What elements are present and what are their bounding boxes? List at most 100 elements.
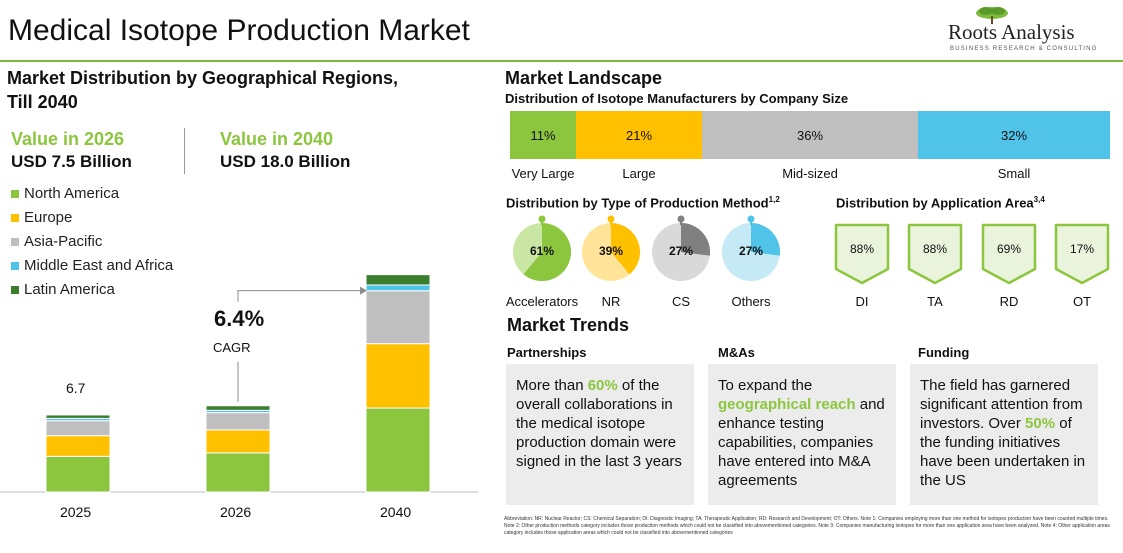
legend-item: Latin America xyxy=(11,281,115,298)
funding-highlight: 50% xyxy=(1025,415,1056,432)
legend-label: Latin America xyxy=(24,281,115,298)
method-pie xyxy=(513,215,571,281)
partnerships-box: More than 60% of the overall collaborati… xyxy=(506,364,694,505)
bar-segment-2025-1 xyxy=(45,435,111,457)
application-pct: 17% xyxy=(1069,242,1095,256)
bar-segment-2040-1 xyxy=(365,343,431,409)
roots-analysis-logo: Roots Analysis BUSINESS RESEARCH & CONSU… xyxy=(944,7,1114,56)
application-badge xyxy=(907,223,963,285)
legend-label: North America xyxy=(24,185,120,202)
method-pie xyxy=(652,215,710,281)
value-divider xyxy=(184,128,185,174)
pie-slice xyxy=(523,223,571,281)
application-pct: 69% xyxy=(996,242,1022,256)
year-label-2026: 2026 xyxy=(220,504,252,520)
company-size-bar: 11% 21% 36% 32% xyxy=(510,111,1110,159)
size-segment: 11% xyxy=(510,111,576,159)
funding-box: The field has garnered significant atten… xyxy=(910,364,1098,505)
size-segment: 32% xyxy=(918,111,1110,159)
value-2040-label: Value in 2040 xyxy=(220,129,334,149)
method-label: Others xyxy=(731,294,771,309)
bar-segment-2040-3 xyxy=(365,284,431,292)
value-2026-amount: USD 7.5 Billion xyxy=(11,152,132,171)
application-pct: 88% xyxy=(922,242,948,256)
cagr-value: 6.4% xyxy=(214,306,265,331)
tree-logo-icon xyxy=(976,7,1008,24)
legend-label: Middle East and Africa xyxy=(24,257,174,274)
bar-segment-2025-0 xyxy=(45,455,111,493)
bar-segment-2040-0 xyxy=(365,407,431,493)
application-label: DI xyxy=(855,294,869,309)
method-pct: 27% xyxy=(669,244,694,258)
funding-text-pre: The field has garnered significant atten… xyxy=(920,377,1083,432)
pie-marker-dot xyxy=(747,215,755,223)
application-title-sup: 3,4 xyxy=(1033,195,1045,204)
pie-marker-dot xyxy=(607,215,615,223)
legend-label: Asia-Pacific xyxy=(24,233,103,250)
legend-swatch xyxy=(11,237,19,246)
method-label: CS xyxy=(671,294,691,309)
bar-segment-2026-2 xyxy=(205,412,271,431)
bar-segment-2026-1 xyxy=(205,429,271,454)
landscape-title: Market Landscape xyxy=(505,68,663,88)
geo-section-title: Market Distribution by Geographical Regi… xyxy=(7,66,398,114)
funding-text-post: of the funding initiatives have been und… xyxy=(920,415,1086,489)
pie-slice xyxy=(751,223,780,256)
ma-highlight: geographical reach xyxy=(718,396,856,413)
pie-marker-dot xyxy=(538,215,546,223)
legend-swatch xyxy=(11,261,19,270)
year-label-2040: 2040 xyxy=(380,504,412,520)
badge-shape xyxy=(981,223,1037,285)
method-pct: 39% xyxy=(599,244,624,258)
pie-slice xyxy=(611,223,640,275)
legend-item: Asia-Pacific xyxy=(11,233,102,250)
method-title-text: Distribution by Type of Production Metho… xyxy=(506,195,769,211)
company-size-title: Distribution of Isotope Manufacturers by… xyxy=(505,91,849,106)
application-pct: 88% xyxy=(849,242,875,256)
ma-text-pre: To expand the xyxy=(718,377,813,394)
badge-shape xyxy=(834,223,890,285)
page-title: Medical Isotope Production Market xyxy=(8,14,470,47)
geo-title-line1: Market Distribution by Geographical Regi… xyxy=(7,68,399,88)
header-divider xyxy=(0,60,1123,62)
size-segment: 36% xyxy=(702,111,918,159)
legend-swatch xyxy=(11,285,19,294)
logo-tagline: BUSINESS RESEARCH & CONSULTING xyxy=(950,46,1098,52)
legend-swatch xyxy=(11,213,19,222)
ma-heading: M&As xyxy=(718,345,755,360)
year-label-2025: 2025 xyxy=(60,504,92,520)
method-pie xyxy=(582,215,640,281)
partnerships-highlight: 60% xyxy=(587,377,618,394)
legend-label: Europe xyxy=(24,209,73,226)
size-label: Very Large xyxy=(511,166,575,181)
trends-title: Market Trends xyxy=(507,315,630,335)
application-badge xyxy=(1054,223,1110,285)
size-label: Large xyxy=(622,166,656,181)
logo-name: Roots Analysis xyxy=(948,20,1075,44)
partnerships-text-pre: More than xyxy=(516,377,588,394)
method-pct: 61% xyxy=(530,244,555,258)
legend-swatch xyxy=(11,189,19,198)
application-badge xyxy=(834,223,890,285)
application-label: OT xyxy=(1072,294,1092,309)
method-title: Distribution by Type of Production Metho… xyxy=(506,195,780,210)
bar-segment-2040-4 xyxy=(365,274,431,286)
badge-shape xyxy=(907,223,963,285)
bar-segment-2025-4 xyxy=(45,414,111,419)
application-label: TA xyxy=(927,294,943,309)
legend-item: Middle East and Africa xyxy=(11,257,173,274)
regional-stacked-bar-chart xyxy=(0,274,478,493)
bar-segment-2025-2 xyxy=(45,420,111,437)
bar-segment-2040-2 xyxy=(365,290,431,345)
application-title-text: Distribution by Application Area xyxy=(836,195,1034,211)
cagr-label: CAGR xyxy=(213,340,251,355)
partnerships-heading: Partnerships xyxy=(507,345,587,360)
geo-title-line2: Till 2040 xyxy=(7,92,78,112)
badge-shape xyxy=(1054,223,1110,285)
ma-text-post: and enhance testing capabilities, compan… xyxy=(718,396,885,489)
bar-segment-2026-4 xyxy=(205,405,271,411)
size-label: Mid-sized xyxy=(782,166,838,181)
method-label: NR xyxy=(601,294,621,309)
value-2026-label: Value in 2026 xyxy=(11,129,125,149)
cagr-arrow-head xyxy=(360,286,367,295)
